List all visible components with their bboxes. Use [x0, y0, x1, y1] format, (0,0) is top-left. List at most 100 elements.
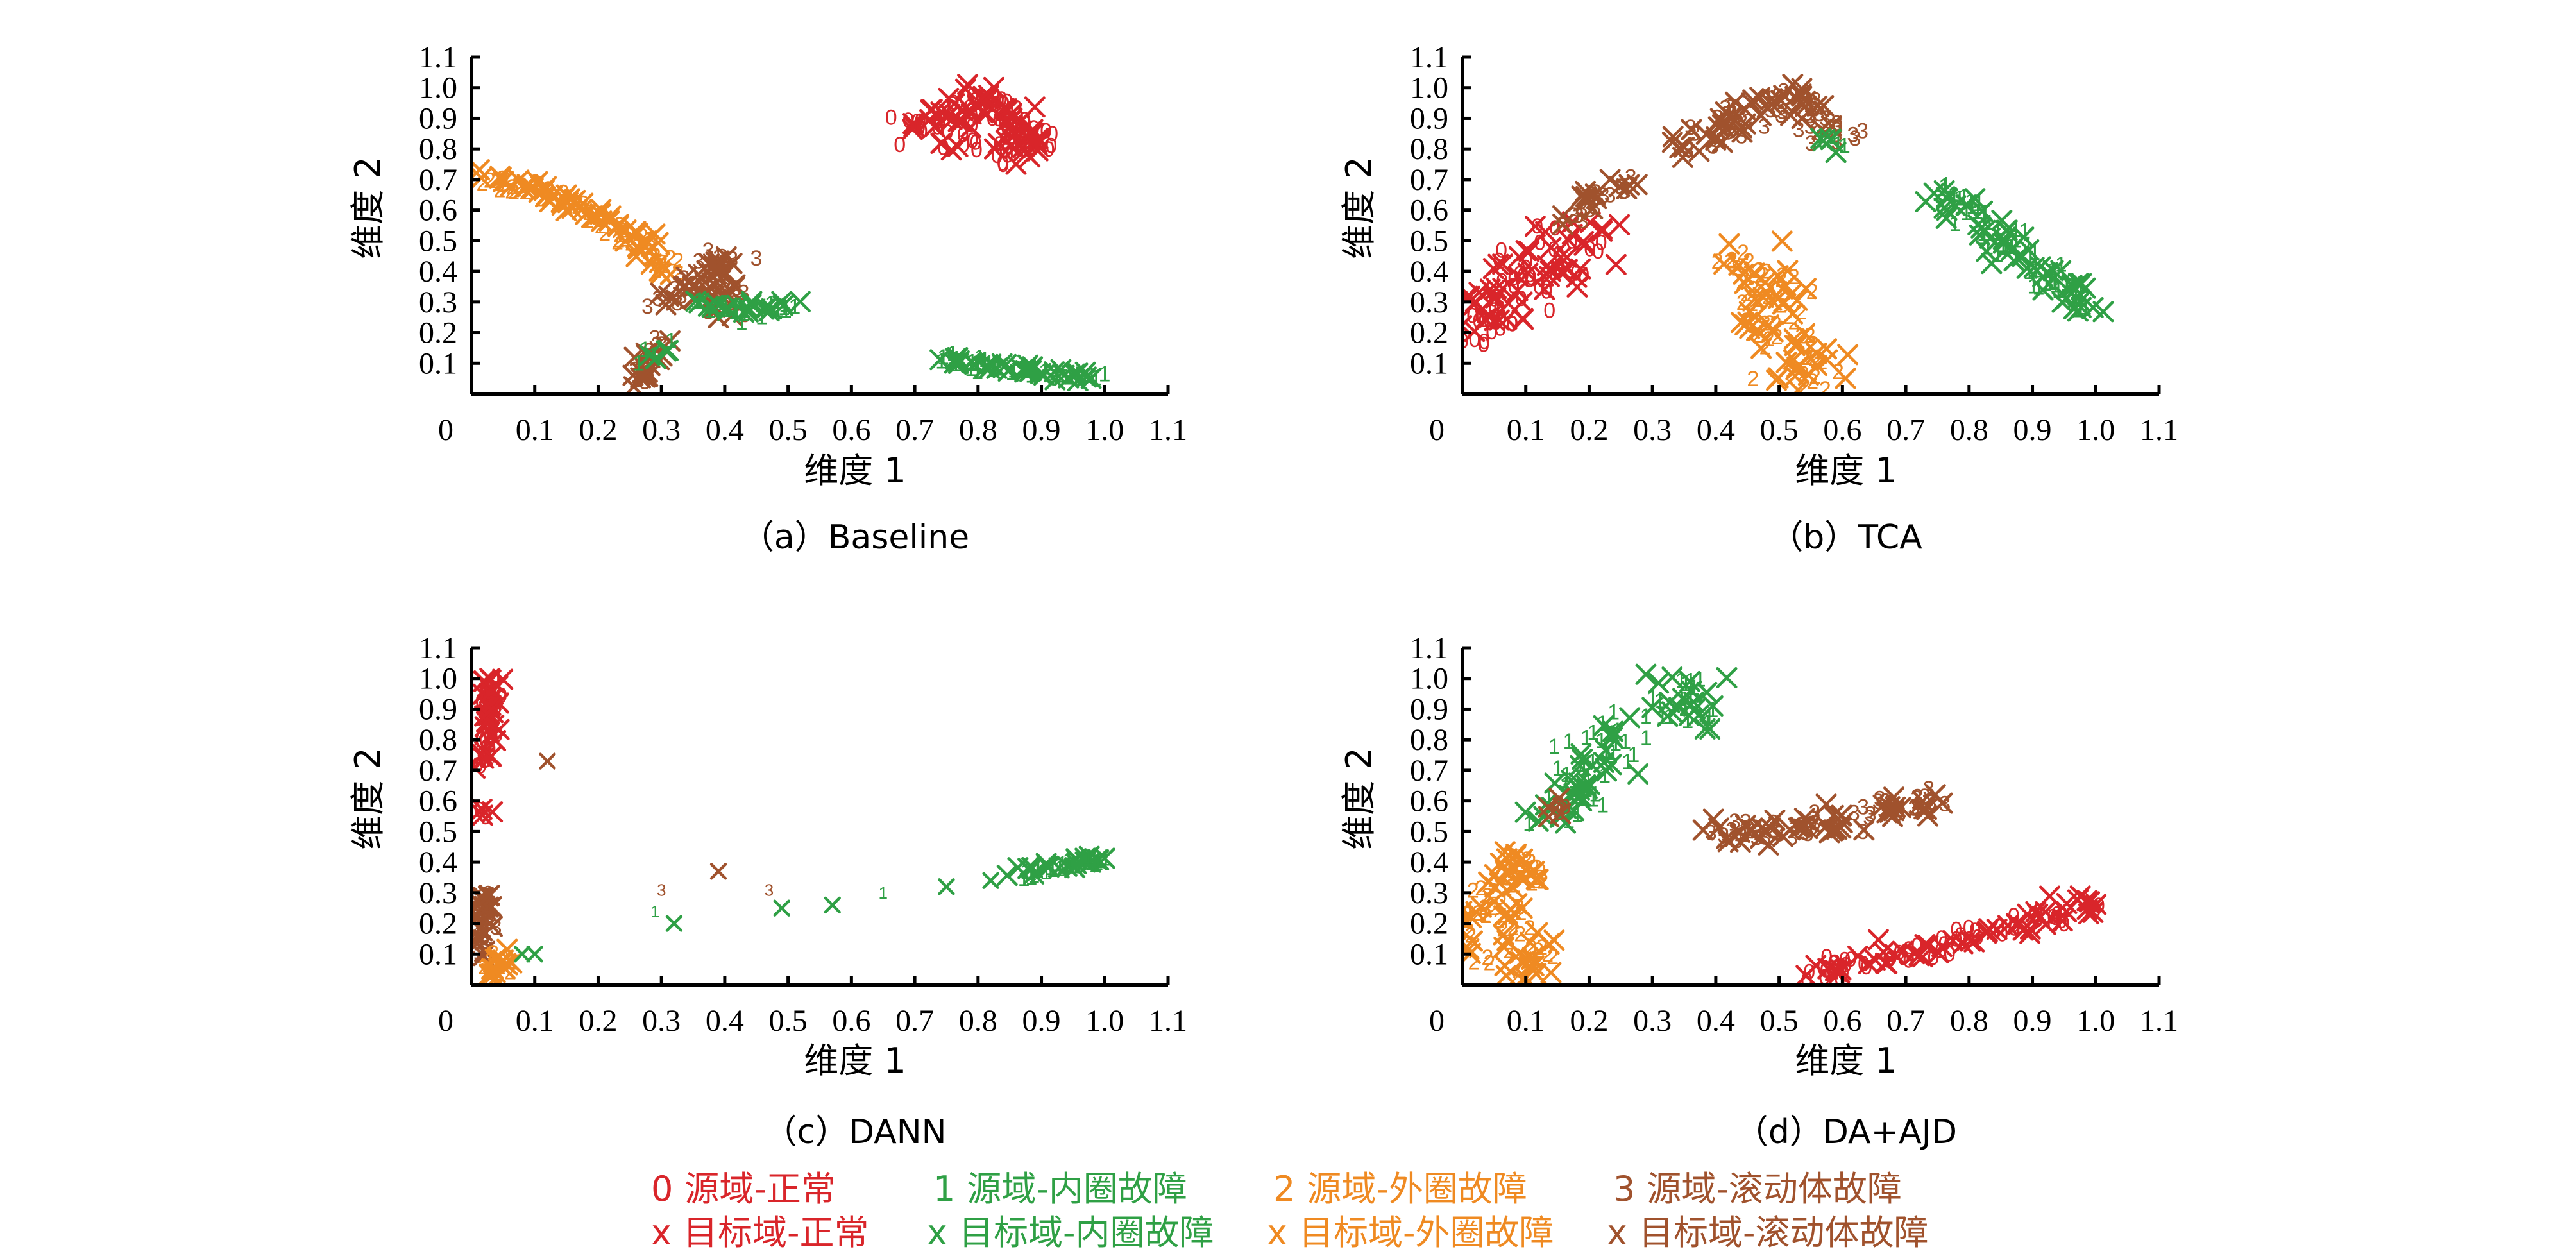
target-marker [708, 294, 729, 316]
target-marker [957, 74, 979, 96]
x-tick-label: 1.0 [2076, 1004, 2115, 1038]
target-marker [977, 88, 999, 110]
target-marker [2018, 239, 2040, 261]
target-marker [474, 940, 496, 962]
y-tick-label: 0.9 [1410, 692, 1448, 726]
y-tick-label: 0.4 [419, 845, 457, 879]
source-marker: 2 [1514, 922, 1526, 946]
target-marker [2016, 257, 2038, 279]
source-marker: 0 [1524, 267, 1536, 292]
target-marker [1815, 793, 1837, 815]
target-marker [675, 275, 697, 297]
y-tick-label: 0.7 [1410, 754, 1448, 788]
target-marker [1050, 359, 1072, 380]
source-marker: 2 [1481, 946, 1493, 970]
panel-b: 0000000000000000000000000000000000000000… [1339, 40, 2178, 557]
source-marker: 0 [2049, 906, 2062, 930]
target-marker [471, 757, 486, 779]
target-marker [1914, 934, 1936, 956]
source-marker: 2 [649, 244, 661, 268]
target-marker [1618, 174, 1640, 196]
target-marker [1509, 866, 1530, 888]
target-marker [1487, 253, 1509, 275]
source-marker: 2 [1741, 303, 1754, 328]
target-marker [1756, 97, 1778, 119]
source-marker: 2 [1763, 327, 1775, 352]
legend: 0 源域-正常 1 源域-内圈故障 2 源域-外圈故障 3 源域-滚动体故障 x 目标域-… [651, 1169, 1928, 1253]
target-marker [1705, 129, 1727, 151]
target-marker [1514, 801, 1536, 823]
source-marker: 1 [1523, 811, 1535, 836]
source-marker: 1 [2023, 260, 2035, 284]
target-marker [1470, 896, 1492, 918]
source-marker: 3 [687, 272, 699, 296]
x-tick-label: 0.5 [1760, 413, 1799, 447]
source-marker: 0 [967, 128, 979, 153]
target-marker [715, 246, 737, 268]
source-marker: 3 [1865, 802, 1877, 827]
target-marker [1534, 278, 1555, 300]
x-tick-label: 0.3 [642, 413, 681, 447]
target-marker [1915, 799, 1938, 820]
x-tick-label: 0.2 [1570, 413, 1608, 447]
target-marker [479, 668, 501, 690]
target-marker [1672, 146, 1693, 168]
y-tick-label: 0.1 [1410, 937, 1448, 971]
target-marker [475, 711, 497, 733]
target-marker [1576, 187, 1598, 209]
panel-c-ylabel: 维度 2 [348, 747, 388, 850]
source-marker: 1 [947, 342, 959, 366]
target-marker [1817, 349, 1838, 371]
target-marker [1523, 955, 1545, 977]
target-marker [1986, 919, 2008, 940]
source-marker: 0 [1969, 919, 1981, 943]
x-tick-label: 0.2 [579, 413, 617, 447]
x-tick-label: 0.8 [1950, 1004, 1988, 1038]
target-marker [539, 752, 556, 770]
target-marker [1750, 337, 1772, 359]
target-marker [2092, 301, 2114, 323]
y-tick-label: 1.1 [1410, 631, 1448, 665]
target-marker [1805, 955, 1827, 976]
target-marker [1813, 95, 1835, 117]
y-tick-label: 0.3 [1410, 285, 1448, 319]
source-marker: 0 [1028, 116, 1040, 140]
target-marker [1038, 856, 1060, 878]
x-tick-label: 0.4 [1697, 1004, 1735, 1038]
panel-d-ylabel: 维度 2 [1339, 747, 1379, 850]
y-tick-label: 0.3 [419, 876, 457, 910]
source-marker: 1 [1622, 750, 1634, 774]
panel-c-caption: （c）DANN [763, 1113, 946, 1151]
x-tick-label: 0.9 [2013, 1004, 2052, 1038]
target-marker [1566, 266, 1588, 288]
source-marker: 0 [1046, 122, 1058, 146]
target-marker [1936, 199, 1958, 221]
target-marker [1479, 278, 1501, 300]
legend-marker: 0 [651, 1169, 673, 1209]
target-marker [1044, 369, 1066, 391]
target-marker [1684, 698, 1706, 720]
x-tick-label: 0.4 [706, 413, 744, 447]
target-marker [1711, 114, 1733, 136]
x-tick-label: 0 [438, 413, 453, 447]
source-marker: 0 [1045, 133, 1057, 158]
target-marker [1739, 318, 1761, 339]
source-marker: 3 [657, 880, 666, 899]
target-marker [1552, 205, 1574, 227]
panel-b-ylabel: 维度 2 [1339, 157, 1379, 259]
panel-a: 0000000000000000000000000000000000000000… [348, 40, 1187, 557]
panel-a-markers: 0000000000000000000000000000000000000000… [463, 74, 1110, 394]
source-marker: 2 [1747, 367, 1759, 391]
target-marker [756, 297, 777, 319]
target-marker [640, 253, 662, 275]
y-tick-label: 0.9 [1410, 101, 1448, 135]
target-marker [979, 357, 1001, 379]
source-marker: 1 [1694, 667, 1706, 692]
source-marker: 2 [1736, 270, 1748, 294]
target-marker [591, 210, 613, 232]
source-marker: 2 [494, 178, 506, 203]
source-marker: 2 [463, 157, 475, 181]
target-marker [1777, 260, 1799, 282]
target-marker [550, 192, 572, 214]
y-tick-label: 0.5 [1410, 224, 1448, 258]
